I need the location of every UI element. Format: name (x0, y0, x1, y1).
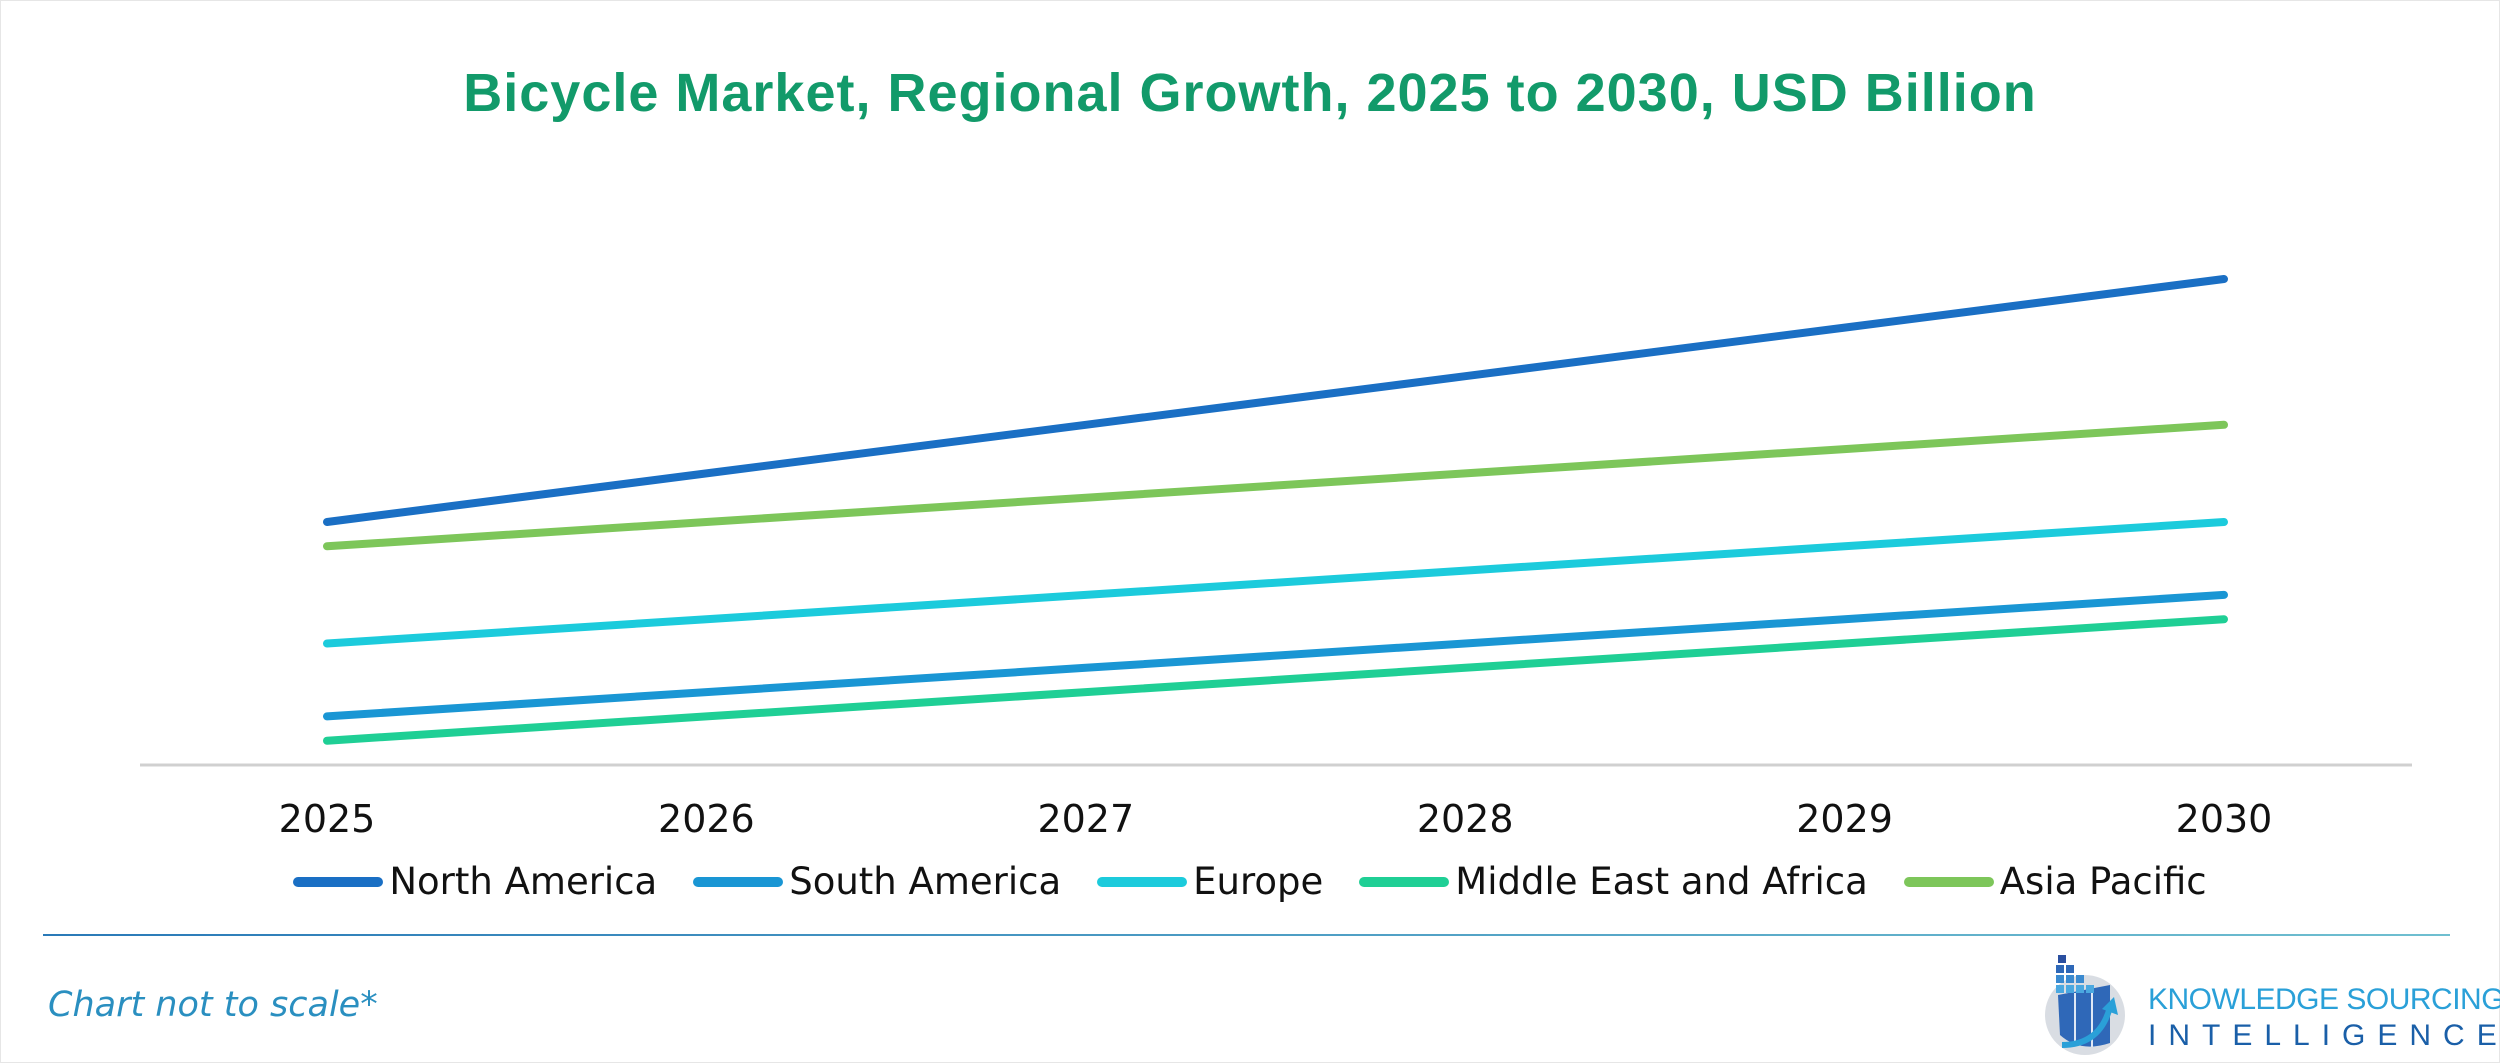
x-tick-label: 2025 (279, 797, 376, 841)
series-line-asia-pacific (323, 420, 2228, 551)
company-logo: KNOWLEDGE SOURCING INTELLIGENCE (2030, 945, 2500, 1057)
legend-item: Europe (1097, 860, 1323, 903)
footer-divider (43, 934, 2450, 936)
logo-text-line1: KNOWLEDGE SOURCING (2148, 983, 2500, 1016)
series-line-middle-east-and-africa (323, 615, 2228, 745)
legend-label: South America (789, 860, 1062, 903)
chart-title: Bicycle Market, Regional Growth, 2025 to… (463, 63, 2037, 123)
legend-label: Europe (1193, 860, 1324, 903)
legend-swatch (693, 876, 784, 887)
legend-label: Asia Pacific (1999, 860, 2207, 903)
legend-item: North America (293, 860, 657, 903)
legend-swatch (293, 876, 384, 887)
chart-note: Chart not to scale* (48, 985, 378, 1025)
series-line-europe (323, 518, 2228, 648)
x-tick-label: 2028 (1417, 797, 1514, 841)
series-line-south-america (323, 590, 2228, 721)
x-tick-label: 2029 (1796, 797, 1893, 841)
legend: North America South America Europe Middle E… (0, 860, 2500, 903)
series-line-north-america (323, 275, 2228, 526)
x-tick-label: 2027 (1037, 797, 1134, 841)
legend-label: Middle East and Africa (1455, 860, 1868, 903)
legend-swatch (1097, 876, 1188, 887)
logo-text-line2: INTELLIGENCE (2148, 1019, 2500, 1052)
x-tick-label: 2026 (658, 797, 755, 841)
legend-swatch (1903, 876, 1994, 887)
x-tick-label: 2030 (2176, 797, 2273, 841)
legend-item: Asia Pacific (1903, 860, 2207, 903)
legend-item: South America (693, 860, 1061, 903)
legend-item: Middle East and Africa (1359, 860, 1868, 903)
legend-swatch (1359, 876, 1450, 887)
logo-icon (2045, 955, 2125, 1055)
legend-label: North America (389, 860, 658, 903)
